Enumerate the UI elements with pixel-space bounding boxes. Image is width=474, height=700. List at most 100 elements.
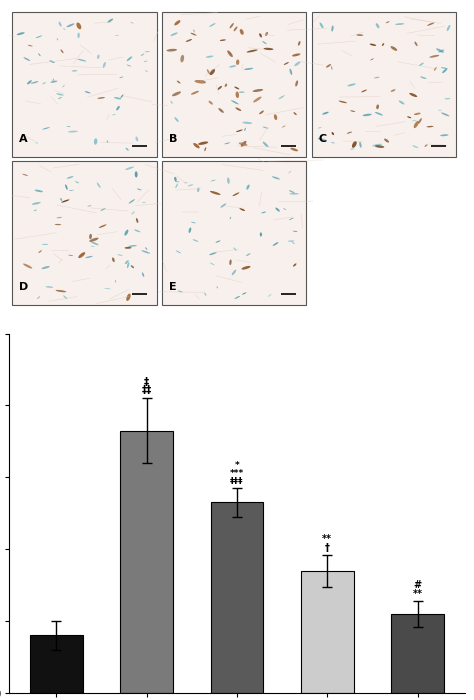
Ellipse shape xyxy=(178,290,182,293)
Ellipse shape xyxy=(66,23,74,27)
Ellipse shape xyxy=(58,97,62,99)
Ellipse shape xyxy=(131,265,134,268)
Ellipse shape xyxy=(125,263,128,264)
Ellipse shape xyxy=(210,69,215,75)
Ellipse shape xyxy=(127,262,129,268)
Ellipse shape xyxy=(166,49,177,52)
Ellipse shape xyxy=(145,51,150,52)
Ellipse shape xyxy=(293,231,298,232)
Ellipse shape xyxy=(210,262,215,265)
Ellipse shape xyxy=(194,80,206,83)
Bar xyxy=(392,614,444,693)
Ellipse shape xyxy=(284,62,289,65)
Ellipse shape xyxy=(144,61,147,62)
Ellipse shape xyxy=(350,111,355,112)
Ellipse shape xyxy=(193,239,198,241)
Ellipse shape xyxy=(97,183,100,188)
Ellipse shape xyxy=(37,296,40,299)
Ellipse shape xyxy=(127,64,131,67)
Ellipse shape xyxy=(42,83,46,84)
Ellipse shape xyxy=(50,80,57,83)
Text: #
**: # ** xyxy=(413,580,423,598)
Ellipse shape xyxy=(175,183,178,188)
Ellipse shape xyxy=(42,127,50,130)
Ellipse shape xyxy=(391,46,397,51)
Ellipse shape xyxy=(231,100,239,104)
Ellipse shape xyxy=(298,41,301,46)
Ellipse shape xyxy=(241,141,246,147)
Ellipse shape xyxy=(72,70,77,71)
Ellipse shape xyxy=(55,224,61,225)
Ellipse shape xyxy=(17,32,25,35)
Ellipse shape xyxy=(382,43,384,46)
Ellipse shape xyxy=(114,97,121,99)
Ellipse shape xyxy=(128,199,135,204)
Ellipse shape xyxy=(184,182,188,183)
Ellipse shape xyxy=(289,193,299,195)
Ellipse shape xyxy=(441,67,447,69)
Ellipse shape xyxy=(94,139,97,145)
Ellipse shape xyxy=(23,263,32,269)
Ellipse shape xyxy=(193,143,200,148)
Ellipse shape xyxy=(49,60,55,63)
Ellipse shape xyxy=(23,57,30,61)
Ellipse shape xyxy=(171,32,178,36)
Ellipse shape xyxy=(288,240,294,241)
Ellipse shape xyxy=(239,92,245,93)
Ellipse shape xyxy=(418,118,422,124)
Ellipse shape xyxy=(414,113,421,115)
Ellipse shape xyxy=(234,87,239,90)
Ellipse shape xyxy=(136,136,138,141)
Ellipse shape xyxy=(112,258,115,262)
Ellipse shape xyxy=(171,101,173,104)
Ellipse shape xyxy=(65,184,68,190)
Ellipse shape xyxy=(441,113,449,116)
Ellipse shape xyxy=(78,252,85,258)
Ellipse shape xyxy=(209,101,213,104)
Ellipse shape xyxy=(407,116,411,118)
Ellipse shape xyxy=(242,122,252,124)
Ellipse shape xyxy=(103,62,106,68)
Ellipse shape xyxy=(294,62,301,66)
Ellipse shape xyxy=(414,41,418,46)
Ellipse shape xyxy=(376,23,380,28)
Ellipse shape xyxy=(363,113,372,116)
Ellipse shape xyxy=(289,190,295,193)
Ellipse shape xyxy=(370,43,376,46)
Ellipse shape xyxy=(68,255,73,256)
Ellipse shape xyxy=(112,114,116,116)
Ellipse shape xyxy=(427,22,435,26)
Ellipse shape xyxy=(414,121,419,128)
Ellipse shape xyxy=(395,23,404,25)
Ellipse shape xyxy=(246,185,250,190)
Ellipse shape xyxy=(232,193,239,196)
Ellipse shape xyxy=(125,247,132,248)
Ellipse shape xyxy=(191,33,196,36)
Ellipse shape xyxy=(318,127,321,128)
Ellipse shape xyxy=(125,260,129,264)
Ellipse shape xyxy=(36,142,38,144)
Ellipse shape xyxy=(375,145,384,148)
Ellipse shape xyxy=(244,127,246,131)
Ellipse shape xyxy=(263,141,268,147)
Ellipse shape xyxy=(104,288,111,289)
Ellipse shape xyxy=(322,112,329,115)
Ellipse shape xyxy=(220,39,226,41)
Ellipse shape xyxy=(253,89,263,92)
Ellipse shape xyxy=(445,98,450,99)
Ellipse shape xyxy=(442,69,447,74)
Ellipse shape xyxy=(126,293,131,301)
Ellipse shape xyxy=(67,176,73,178)
Ellipse shape xyxy=(259,34,262,38)
Ellipse shape xyxy=(273,242,279,246)
Ellipse shape xyxy=(236,60,239,65)
Ellipse shape xyxy=(91,241,99,245)
Ellipse shape xyxy=(38,250,42,253)
Ellipse shape xyxy=(292,241,295,244)
Ellipse shape xyxy=(193,29,195,32)
Ellipse shape xyxy=(240,29,244,35)
Ellipse shape xyxy=(191,91,199,94)
Ellipse shape xyxy=(127,57,132,61)
Ellipse shape xyxy=(347,132,352,134)
Ellipse shape xyxy=(107,141,108,143)
